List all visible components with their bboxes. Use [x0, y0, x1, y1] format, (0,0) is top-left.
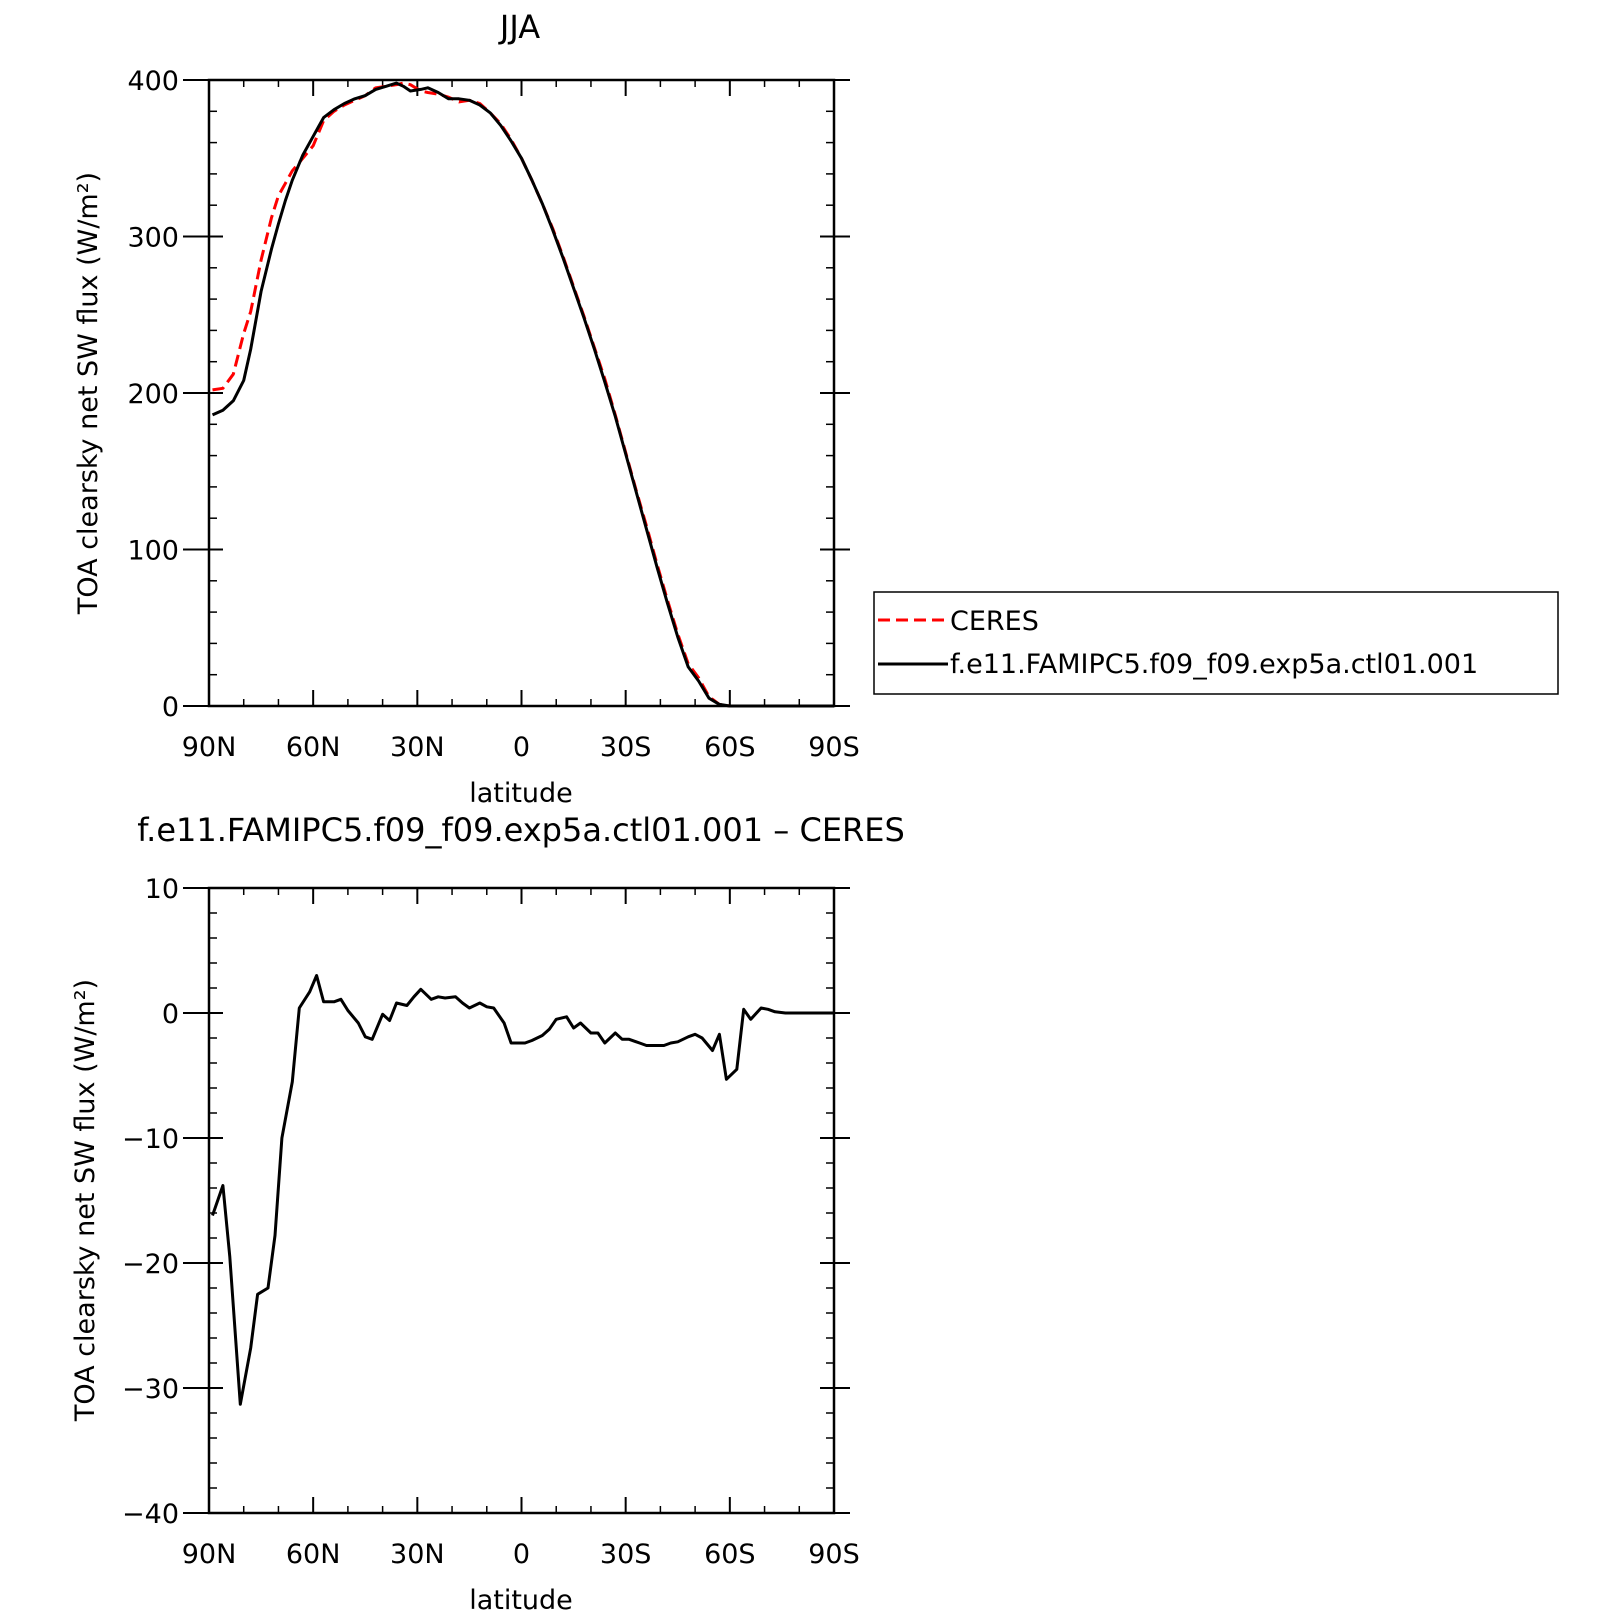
y-tick-label: 400	[127, 66, 179, 97]
legend-label-ceres: CERES	[950, 606, 1039, 637]
x-tick-label: 0	[513, 1539, 530, 1570]
x-tick-label: 30N	[390, 732, 445, 763]
legend: CERES f.e11.FAMIPC5.f09_f09.exp5a.ctl01.…	[873, 591, 1559, 695]
y-tick-label: 200	[127, 379, 179, 410]
x-tick-label: 60N	[286, 732, 341, 763]
x-tick-label: 30S	[600, 732, 652, 763]
top-x-axis-title: latitude	[469, 778, 573, 809]
y-tick-label: 0	[162, 999, 179, 1030]
legend-box	[873, 591, 1559, 695]
x-tick-label: 90S	[808, 732, 860, 763]
top-series-line-1	[211, 81, 834, 708]
y-tick-label: −20	[122, 1249, 179, 1280]
y-tick-label: −40	[122, 1499, 179, 1530]
bottom-x-axis-title: latitude	[469, 1585, 573, 1613]
top-tick-labels: 90N 60N 30N 0 30S 60S 90S 0 100 200 300 400	[127, 66, 859, 763]
top-plot-frame	[207, 78, 836, 708]
bottom-chart: f.e11.FAMIPC5.f09_f09.exp5a.ctl01.001 – …	[70, 811, 905, 1613]
x-tick-label: 60S	[704, 1539, 756, 1570]
bottom-plot-frame	[207, 886, 836, 1515]
x-tick-label: 90N	[182, 1539, 237, 1570]
x-tick-label: 60S	[704, 732, 756, 763]
top-axes-ticks	[183, 79, 850, 707]
x-tick-label: 60N	[286, 1539, 341, 1570]
top-series-line-0	[212, 81, 834, 708]
bottom-chart-series	[211, 974, 834, 1406]
y-tick-label: 10	[145, 874, 179, 905]
bottom-tick-labels: 90N 60N 30N 0 30S 60S 90S 10 0 −10 −20 −30 −40	[122, 874, 860, 1570]
x-tick-label: 30N	[390, 1539, 445, 1570]
top-y-axis-title: TOA clearsky net SW flux (W/m²)	[73, 172, 104, 615]
y-tick-label: 300	[127, 223, 179, 254]
y-tick-label: −30	[122, 1374, 179, 1405]
x-tick-label: 0	[513, 732, 530, 763]
bottom-series-line-0	[211, 974, 834, 1406]
legend-label-model: f.e11.FAMIPC5.f09_f09.exp5a.ctl01.001	[950, 649, 1478, 680]
bottom-y-axis-title: TOA clearsky net SW flux (W/m²)	[70, 979, 101, 1422]
top-chart: JJA 90N 60N 30N 0 30S 60S 90S 0 100 200 300 400 lat…	[73, 8, 860, 809]
bottom-axes-ticks	[183, 887, 850, 1514]
y-tick-label: −10	[122, 1124, 179, 1155]
top-chart-series	[211, 81, 834, 708]
x-tick-label: 90S	[808, 1539, 860, 1570]
y-tick-label: 100	[127, 536, 179, 567]
x-tick-label: 30S	[600, 1539, 652, 1570]
x-tick-label: 90N	[182, 732, 237, 763]
top-chart-title: JJA	[498, 8, 540, 46]
bottom-chart-title: f.e11.FAMIPC5.f09_f09.exp5a.ctl01.001 – …	[137, 811, 905, 849]
y-tick-label: 0	[162, 692, 179, 723]
